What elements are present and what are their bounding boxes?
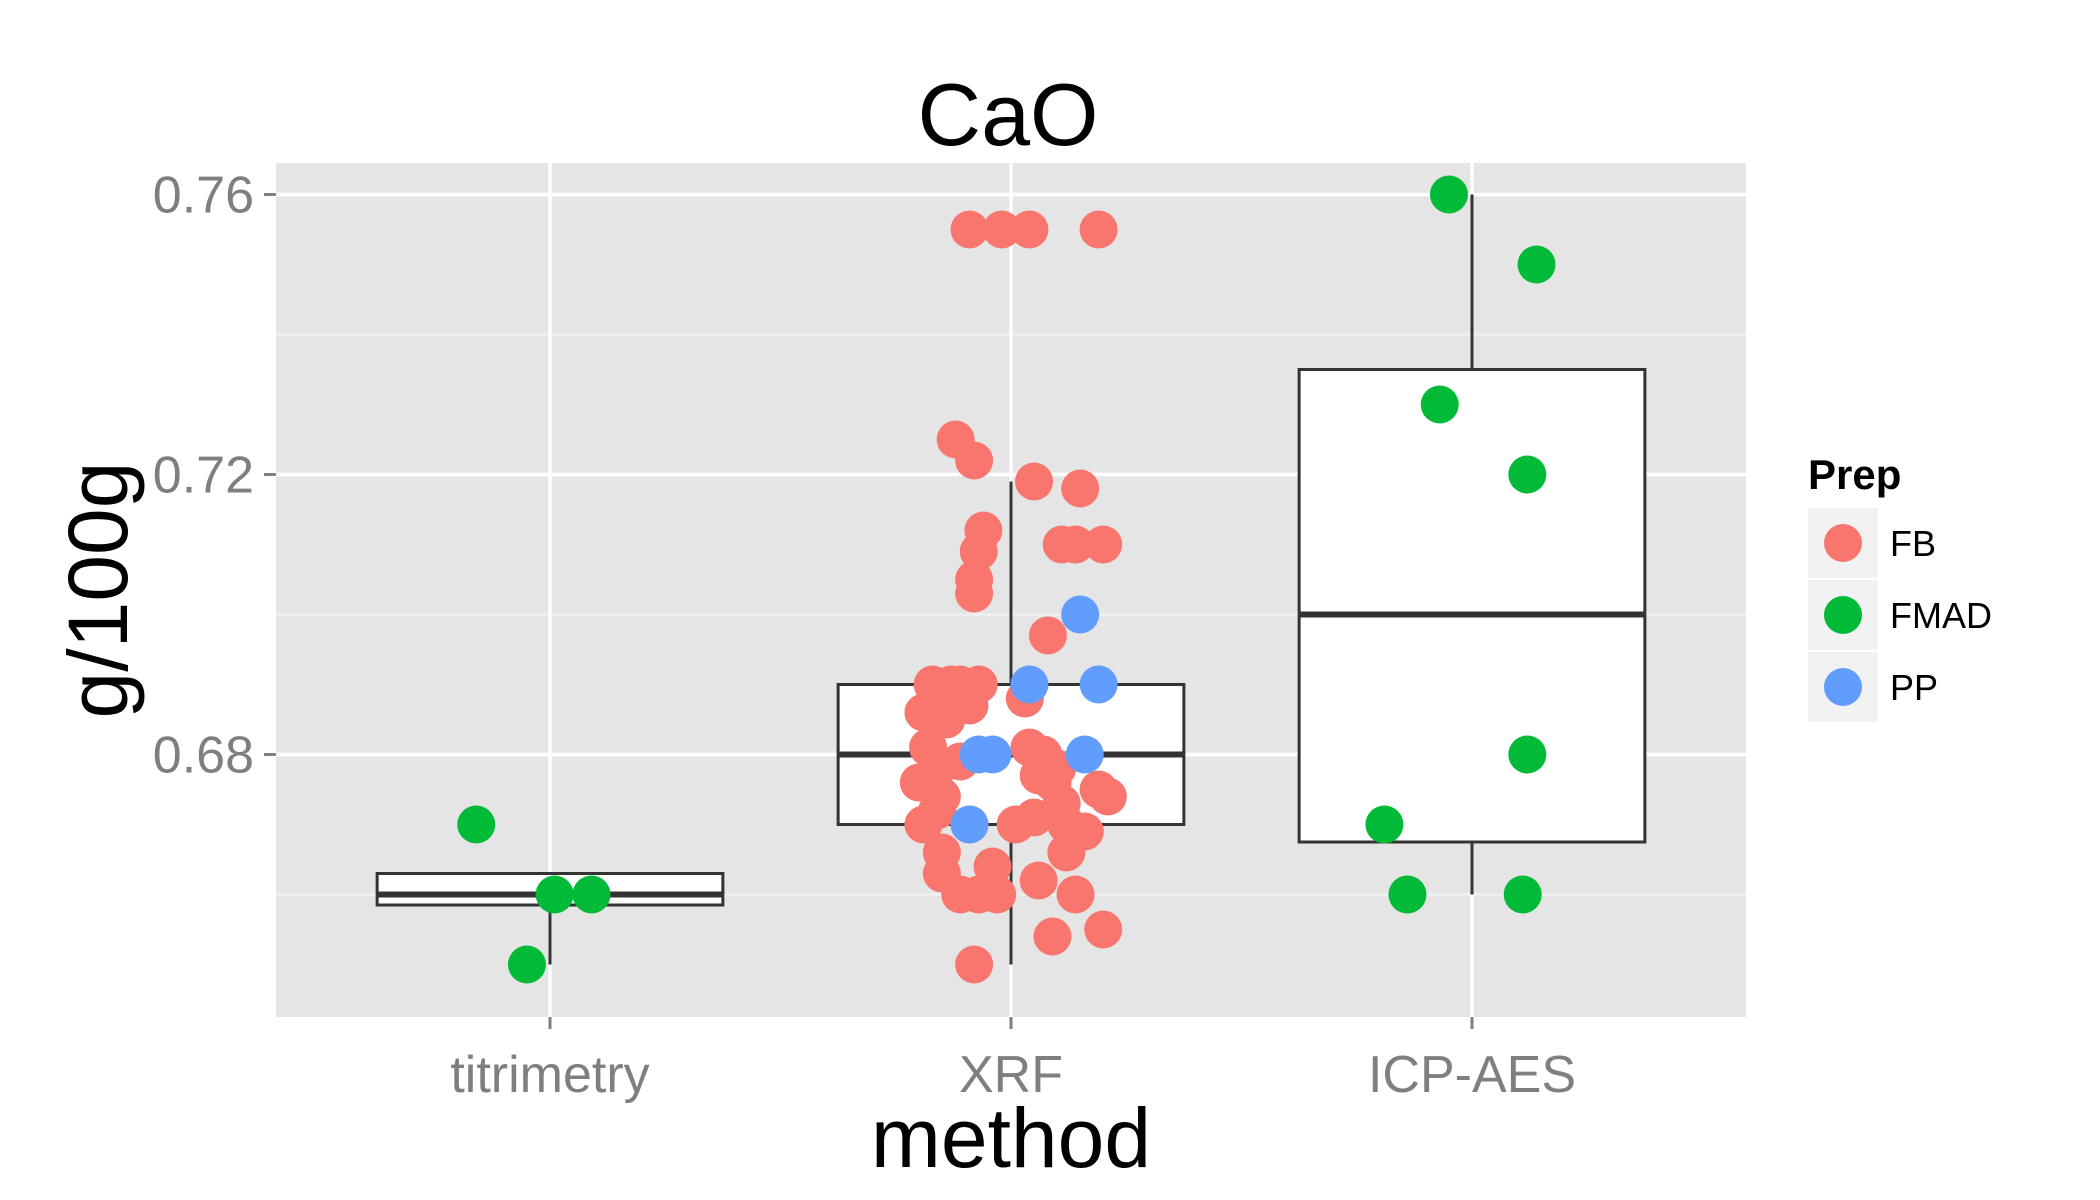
point-fb: [959, 532, 998, 571]
legend-label: FMAD: [1890, 595, 1992, 636]
point-fmad: [1420, 385, 1459, 424]
y-tick-label: 0.68: [153, 727, 254, 785]
legend-swatch: [1824, 668, 1862, 706]
y-axis-title: g/100g: [51, 462, 145, 719]
legend-swatch: [1824, 596, 1862, 634]
point-fmad: [457, 805, 496, 844]
x-axis-title: method: [871, 1091, 1151, 1185]
point-fb: [1019, 861, 1058, 900]
point-fmad: [572, 875, 611, 914]
legend-label: PP: [1890, 667, 1938, 708]
point-pp: [973, 735, 1012, 774]
y-axis: 0.68 0.72 0.76: [153, 167, 276, 785]
point-fb: [1056, 875, 1095, 914]
point-fmad: [535, 875, 574, 914]
y-tick-label: 0.72: [153, 447, 254, 505]
point-fb: [1056, 525, 1095, 564]
point-fb: [904, 805, 943, 844]
point-fb: [1079, 210, 1118, 249]
legend-item-fmad: FMAD: [1808, 580, 1992, 650]
boxplot-icp-aes: [1297, 194, 1647, 895]
point-fmad: [507, 945, 546, 984]
y-tick-label: 0.76: [153, 167, 254, 225]
point-pp: [1079, 665, 1118, 704]
point-fb: [1010, 210, 1049, 249]
legend-title: Prep: [1808, 451, 1901, 498]
point-fb: [1084, 525, 1123, 564]
box: [1297, 368, 1647, 844]
data-points: [457, 175, 1556, 984]
point-pp: [1010, 665, 1049, 704]
point-fb: [1047, 833, 1086, 872]
point-fmad: [1508, 735, 1547, 774]
point-fmad: [1517, 245, 1556, 284]
legend-item-pp: PP: [1808, 652, 1938, 722]
legend-item-fb: FB: [1808, 508, 1936, 578]
chart-title: CaO: [918, 65, 1099, 164]
x-tick-label: ICP-AES: [1368, 1046, 1576, 1104]
point-fmad: [1388, 875, 1427, 914]
point-pp: [950, 805, 989, 844]
x-axis: titrimetry XRF ICP-AES: [450, 1017, 1576, 1104]
point-fb: [1033, 917, 1072, 956]
x-tick-label: titrimetry: [450, 1046, 649, 1104]
point-fb: [982, 210, 1021, 249]
point-fmad: [1365, 805, 1404, 844]
point-fmad: [1429, 175, 1468, 214]
point-pp: [1061, 595, 1100, 634]
point-fb: [955, 945, 994, 984]
point-fmad: [1508, 455, 1547, 494]
point-fb: [996, 805, 1035, 844]
legend-swatch: [1824, 524, 1862, 562]
point-fb: [1015, 462, 1054, 501]
point-fb: [950, 210, 989, 249]
point-fb: [1084, 910, 1123, 949]
point-fmad: [1503, 875, 1542, 914]
legend: Prep FB FMAD PP: [1808, 451, 1992, 722]
point-pp: [1065, 735, 1104, 774]
x-tick-label: XRF: [959, 1046, 1063, 1104]
point-fb: [955, 441, 994, 480]
point-fb: [978, 875, 1017, 914]
point-fb: [1061, 469, 1100, 508]
legend-label: FB: [1890, 523, 1936, 564]
point-fb: [1028, 616, 1067, 655]
point-fb: [955, 574, 994, 613]
point-fb: [1088, 777, 1127, 816]
point-fb: [927, 700, 966, 739]
